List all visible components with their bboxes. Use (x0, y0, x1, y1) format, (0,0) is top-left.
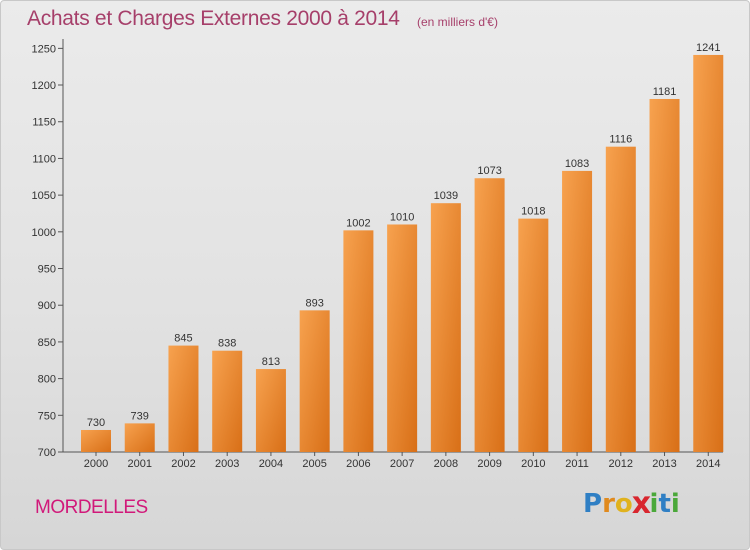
bar-2010 (518, 218, 549, 452)
x-tick-label-2007: 2007 (390, 458, 414, 470)
value-label-2011: 1083 (565, 158, 589, 170)
bar-2014 (693, 54, 724, 452)
y-tick-label: 750 (38, 410, 56, 422)
bar-2005 (299, 310, 330, 452)
bar-2008 (430, 203, 461, 452)
y-tick-label: 1000 (32, 227, 56, 239)
y-tick-label: 1100 (32, 153, 56, 165)
bar-2001 (124, 423, 155, 452)
x-tick-label-2005: 2005 (302, 458, 326, 470)
x-tick-label-2003: 2003 (215, 458, 239, 470)
bar-2003 (212, 350, 243, 452)
value-label-2006: 1002 (346, 217, 370, 229)
bar-2004 (255, 369, 286, 452)
y-tick-label: 1200 (32, 80, 56, 92)
proxiti-logo[interactable]: Proxiti (583, 486, 680, 522)
logo-letter: o (614, 489, 633, 519)
x-tick-label-2006: 2006 (346, 458, 370, 470)
value-label-2005: 893 (305, 297, 323, 309)
y-tick-label: 700 (38, 447, 56, 459)
x-tick-label-2002: 2002 (171, 458, 195, 470)
bar-2006 (343, 230, 374, 452)
y-tick-label: 800 (38, 374, 56, 386)
y-tick-label: 1150 (32, 117, 56, 129)
value-label-2001: 739 (131, 410, 149, 422)
chart-title: Achats et Charges Externes 2000 à 2014 (27, 7, 400, 30)
logo-letter: t (658, 489, 671, 519)
bar-2012 (605, 146, 636, 452)
x-tick-label-2001: 2001 (127, 458, 151, 470)
chart-unit-note: (en milliers d'€) (417, 15, 498, 29)
bar-2013 (649, 98, 680, 453)
value-label-2007: 1010 (390, 211, 414, 223)
bar-2009 (474, 178, 505, 453)
x-tick-label-2004: 2004 (259, 458, 283, 470)
y-tick-label: 850 (38, 337, 56, 349)
x-tick-label-2010: 2010 (521, 458, 545, 470)
value-label-2013: 1181 (653, 86, 677, 98)
x-tick-label-2011: 2011 (565, 458, 589, 470)
value-label-2012: 1116 (609, 134, 632, 146)
x-tick-label-2009: 2009 (477, 458, 501, 470)
value-label-2003: 838 (218, 338, 236, 350)
value-label-2000: 730 (87, 417, 105, 429)
x-tick-label-2000: 2000 (84, 458, 108, 470)
value-label-2014: 1241 (696, 42, 720, 54)
bar-2011 (562, 170, 593, 453)
value-label-2004: 813 (262, 356, 280, 368)
y-tick-label: 1050 (32, 190, 56, 202)
x-tick-label-2013: 2013 (652, 458, 676, 470)
y-tick-label: 1250 (32, 43, 56, 55)
value-label-2008: 1039 (434, 190, 458, 202)
logo-letter: x (631, 486, 651, 522)
logo-letter: i (670, 489, 680, 519)
bar-2002 (168, 345, 199, 452)
bar-2007 (387, 224, 418, 452)
logo-letter: r (602, 489, 615, 519)
x-tick-label-2008: 2008 (434, 458, 458, 470)
logo-letter: i (649, 489, 659, 519)
value-label-2002: 845 (174, 333, 192, 345)
value-label-2009: 1073 (477, 165, 501, 177)
y-tick-label: 950 (38, 264, 56, 276)
y-tick-label: 900 (38, 300, 56, 312)
logo-letter: P (583, 489, 603, 519)
x-tick-label-2012: 2012 (609, 458, 633, 470)
commune-name: MORDELLES (35, 497, 148, 518)
bar-2000 (81, 429, 111, 452)
value-label-2010: 1018 (521, 206, 545, 218)
x-tick-label-2014: 2014 (696, 458, 720, 470)
